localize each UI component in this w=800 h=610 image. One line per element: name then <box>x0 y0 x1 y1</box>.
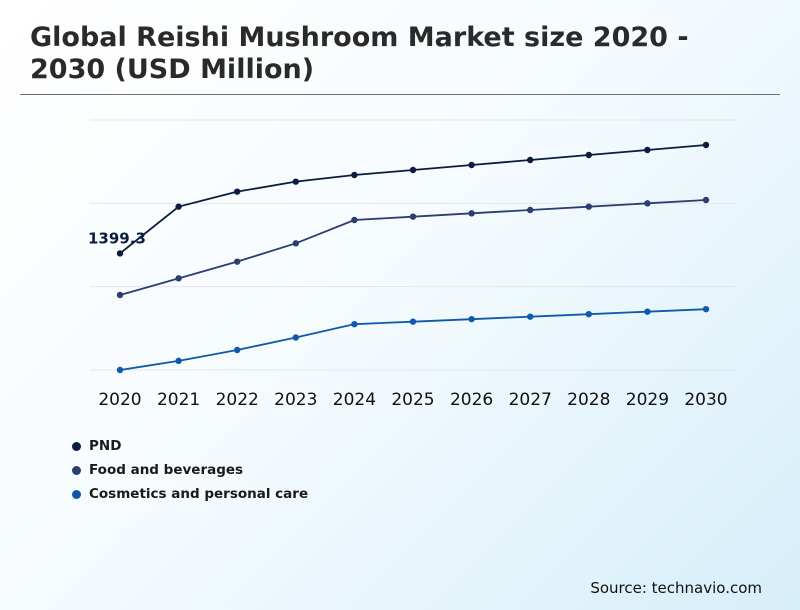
data-point <box>175 357 182 365</box>
x-tick-label: 2020 <box>98 390 141 410</box>
data-point <box>644 146 651 154</box>
legend-label: Food and beverages <box>89 462 244 478</box>
legend-swatch <box>72 465 81 475</box>
data-point <box>409 166 417 174</box>
data-point <box>409 318 417 325</box>
data-label: 1399.3 <box>88 229 146 247</box>
x-tick-label: 2024 <box>333 390 376 410</box>
data-point <box>234 346 241 354</box>
data-point <box>468 210 475 217</box>
data-point <box>585 203 592 210</box>
series-line-2 <box>119 308 707 371</box>
x-tick-label: 2026 <box>450 390 493 410</box>
legend-label: PND <box>89 438 122 454</box>
data-point <box>175 275 182 282</box>
data-point <box>234 188 241 195</box>
data-point <box>644 200 651 207</box>
legend-item: Cosmetics and personal care <box>72 482 308 506</box>
title-divider <box>20 94 780 95</box>
data-point <box>116 366 124 374</box>
data-point <box>116 250 124 257</box>
chart-title: Global Reishi Mushroom Market size 2020 … <box>30 22 689 85</box>
data-point <box>351 320 358 328</box>
legend-label: Cosmetics and personal care <box>89 486 309 502</box>
legend-swatch <box>72 441 81 451</box>
data-point <box>527 156 534 164</box>
data-point <box>175 203 182 210</box>
source-credit: Source: technavio.com <box>590 579 762 597</box>
line-chart: 2020 2021 2022 2023 2024 2025 2026 2027 2028 2029… <box>88 119 736 410</box>
data-point <box>644 308 651 315</box>
series-line-0 <box>119 144 707 255</box>
legend-item: PND <box>72 434 308 458</box>
data-point <box>292 334 299 341</box>
data-point <box>585 151 592 159</box>
data-point <box>234 258 241 265</box>
data-point <box>292 178 299 185</box>
data-point <box>351 216 358 224</box>
data-point <box>585 310 592 318</box>
data-point <box>468 161 475 169</box>
x-tick-label: 2028 <box>567 390 610 410</box>
data-point <box>292 240 299 247</box>
x-tick-label: 2021 <box>157 390 200 410</box>
data-point <box>468 315 475 323</box>
data-point <box>527 206 534 214</box>
x-tick-label: 2030 <box>684 390 727 410</box>
data-point <box>116 291 124 299</box>
x-tick-label: 2029 <box>626 390 669 410</box>
x-tick-label: 2022 <box>216 390 259 410</box>
legend-item: Food and beverages <box>72 458 308 482</box>
x-tick-label: 2027 <box>509 390 552 410</box>
data-point <box>527 313 534 320</box>
data-point <box>351 171 358 179</box>
x-tick-label: 2025 <box>391 390 434 410</box>
data-point <box>702 196 710 204</box>
data-point <box>702 141 710 149</box>
data-point <box>409 213 417 220</box>
legend-swatch <box>72 489 81 499</box>
chart-legend: PND Food and beverages Cosmetics and perso… <box>72 434 308 506</box>
x-tick-label: 2023 <box>274 390 317 410</box>
data-point <box>702 305 710 313</box>
